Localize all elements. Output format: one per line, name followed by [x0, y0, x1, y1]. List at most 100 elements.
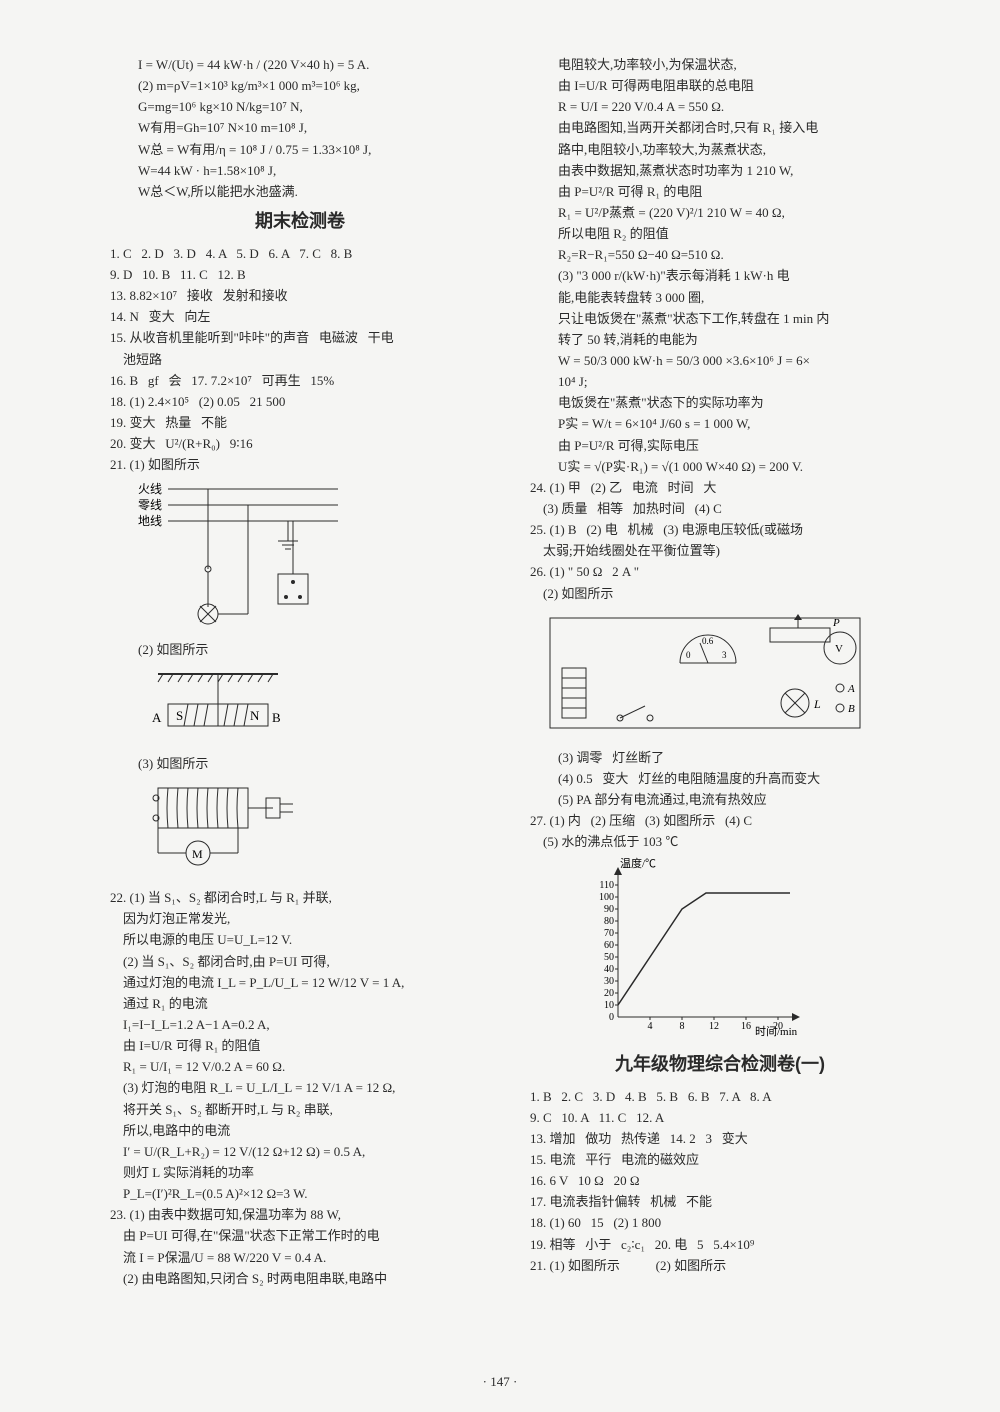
cont23-line: (3) "3 000 r/(kW·h)"表示每消耗 1 kW·h 电 [530, 266, 910, 286]
cont23-line: P实 = W/t = 6×10⁴ J/60 s = 1 000 W, [530, 414, 910, 434]
svg-text:时间/min: 时间/min [755, 1025, 798, 1037]
svg-text:100: 100 [599, 892, 614, 903]
answer2-line: 21. (1) 如图所示 (2) 如图所示 [530, 1256, 910, 1276]
section-heading: 期末检测卷 [110, 208, 490, 236]
q24-line: 24. (1) 甲 (2) 乙 电流 时间 大 [530, 478, 910, 498]
svg-text:V: V [835, 643, 843, 655]
answer-line: 9. D 10. B 11. C 12. B [110, 265, 490, 285]
q24-line: (3) 质量 相等 加热时间 (4) C [530, 499, 910, 519]
cont23-line: R = U/I = 220 V/0.4 A = 550 Ω. [530, 97, 910, 117]
calc-line: (2) m=ρV=1×10³ kg/m³×1 000 m³=10⁶ kg, [110, 76, 490, 96]
cont23-line: 只让电饭煲在"蒸煮"状态下工作,转盘在 1 min 内 [530, 309, 910, 329]
calc-line: W有用=Gh=10⁷ N×10 m=10⁸ J, [110, 118, 490, 138]
svg-text:0: 0 [609, 1012, 614, 1023]
cont23-line: R₂=R−R₁=550 Ω−40 Ω=510 Ω. [530, 245, 910, 265]
calc-line: I = W/(Ut) = 44 kW·h / (220 V×40 h) = 5 … [110, 55, 490, 75]
zero-line-label: 零线 [138, 498, 162, 512]
svg-text:A: A [152, 710, 162, 725]
answer-line: 21. (1) 如图所示 [110, 455, 490, 475]
svg-text:0.6: 0.6 [702, 636, 714, 646]
cont23-line: 路中,电阻较小,功率较大,为蒸煮状态, [530, 140, 910, 160]
answer-line: 1. C 2. D 3. D 4. A 5. D 6. A 7. C 8. B [110, 244, 490, 264]
q26-sub: (4) 0.5 变大 灯丝的电阻随温度的升高而变大 [530, 769, 910, 789]
answer2-line: 1. B 2. C 3. D 4. B 5. B 6. B 7. A 8. A [530, 1087, 910, 1107]
q22-line: I₁=I−I_L=1.2 A−1 A=0.2 A, [110, 1015, 490, 1035]
cont23-line: 能,电能表转盘转 3 000 圈, [530, 288, 910, 308]
fire-line-label: 火线 [138, 482, 162, 496]
figure-circuit: 00.63 V P L A B [540, 608, 910, 744]
svg-text:N: N [250, 708, 260, 723]
earth-line-label: 地线 [138, 514, 162, 528]
q25-line: 太弱;开始线圈处在平衡位置等) [530, 541, 910, 561]
cont23-line: 由 P=U²/R 可得 R₁ 的电阻 [530, 182, 910, 202]
q26-line: (2) 如图所示 [530, 584, 910, 604]
answer-line: 19. 变大 热量 不能 [110, 413, 490, 433]
q22-line: 则灯 L 实际消耗的功率 [110, 1163, 490, 1183]
q26-line: 26. (1) " 50 Ω 2 A " [530, 562, 910, 582]
circuit-svg: 00.63 V P L A B [540, 608, 870, 738]
q26-sub: (3) 调零 灯丝断了 [530, 748, 910, 768]
figure-wiring: 火线 零线 地线 [138, 479, 490, 635]
figure-motor: M [138, 778, 490, 884]
temperature-chart: 温度/℃ 0 10 20 30 40 50 60 70 80 [580, 857, 910, 1043]
svg-text:90: 90 [604, 904, 614, 915]
answer-line: 池短路 [110, 350, 490, 370]
q22-line: 所以,电路中的电流 [110, 1121, 490, 1141]
svg-text:80: 80 [604, 916, 614, 927]
q26-sub: (5) PA 部分有电流通过,电流有热效应 [530, 790, 910, 810]
section-heading-2: 九年级物理综合检测卷(一) [530, 1051, 910, 1079]
cont23-line: 电阻较大,功率较小,为保温状态, [530, 55, 910, 75]
sub-label: (2) 如图所示 [110, 640, 490, 660]
svg-text:110: 110 [599, 880, 614, 891]
answer2-line: 17. 电流表指针偏转 机械 不能 [530, 1192, 910, 1212]
answer-line: 15. 从收音机里能听到"咔咔"的声音 电磁波 干电 [110, 328, 490, 348]
q22-line: (2) 由电路图知,只闭合 S₂ 时两电阻串联,电路中 [110, 1269, 490, 1289]
answer2-line: 9. C 10. A 11. C 12. A [530, 1108, 910, 1128]
q22-line: 23. (1) 由表中数据可知,保温功率为 88 W, [110, 1205, 490, 1225]
calc-line: W总＜W,所以能把水池盛满. [110, 182, 490, 202]
q22-line: 22. (1) 当 S₁、S₂ 都闭合时,L 与 R₁ 并联, [110, 888, 490, 908]
svg-text:P: P [832, 617, 840, 629]
cont23-line: 10⁴ J; [530, 372, 910, 392]
cont23-line: 电饭煲在"蒸煮"状态下的实际功率为 [530, 393, 910, 413]
q22-line: 将开关 S₁、S₂ 都断开时,L 与 R₂ 串联, [110, 1100, 490, 1120]
svg-text:40: 40 [604, 964, 614, 975]
svg-text:60: 60 [604, 940, 614, 951]
cont23-line: 转了 50 转,消耗的电能为 [530, 330, 910, 350]
magnet-svg: A S N B [138, 664, 308, 744]
answer-line: 13. 8.82×10⁷ 接收 发射和接收 [110, 286, 490, 306]
q25-line: 25. (1) B (2) 电 机械 (3) 电源电压较低(或磁场 [530, 520, 910, 540]
answer2-line: 19. 相等 小于 c₂∶c₁ 20. 电 5 5.4×10⁹ [530, 1235, 910, 1255]
svg-text:4: 4 [648, 1021, 653, 1032]
sub-label: (3) 如图所示 [110, 754, 490, 774]
q22-line: (3) 灯泡的电阻 R_L = U_L/I_L = 12 V/1 A = 12 … [110, 1078, 490, 1098]
q22-line: R₁ = U/I₁ = 12 V/0.2 A = 60 Ω. [110, 1057, 490, 1077]
q22-line: 通过灯泡的电流 I_L = P_L/U_L = 12 W/12 V = 1 A, [110, 973, 490, 993]
cont23-line: W = 50/3 000 kW·h = 50/3 000 ×3.6×10⁶ J … [530, 351, 910, 371]
svg-text:0: 0 [686, 650, 691, 660]
cont23-line: 由表中数据知,蒸煮状态时功率为 1 210 W, [530, 161, 910, 181]
q22-line: 所以电源的电压 U=U_L=12 V. [110, 930, 490, 950]
q27-line: (5) 水的沸点低于 103 ℃ [530, 832, 910, 852]
calc-line: W总 = W有用/η = 10⁸ J / 0.75 = 1.33×10⁸ J, [110, 140, 490, 160]
answer-line: 20. 变大 U²/(R+R₀) 9∶16 [110, 434, 490, 454]
answer-line: 18. (1) 2.4×10⁵ (2) 0.05 21 500 [110, 392, 490, 412]
svg-text:B: B [848, 703, 855, 715]
svg-text:70: 70 [604, 928, 614, 939]
motor-svg: M [138, 778, 308, 878]
answer2-line: 15. 电流 平行 电流的磁效应 [530, 1150, 910, 1170]
q27-line: 27. (1) 内 (2) 压缩 (3) 如图所示 (4) C [530, 811, 910, 831]
svg-text:20: 20 [604, 988, 614, 999]
svg-text:温度/℃: 温度/℃ [620, 857, 656, 870]
answer2-line: 16. 6 V 10 Ω 20 Ω [530, 1171, 910, 1191]
answer2-line: 18. (1) 60 15 (2) 1 800 [530, 1213, 910, 1233]
answer-line: 16. B gf 会 17. 7.2×10⁷ 可再生 15% [110, 371, 490, 391]
right-column: 电阻较大,功率较小,为保温状态, 由 I=U/R 可得两电阻串联的总电阻 R =… [530, 55, 910, 1290]
cont23-line: U实 = √(P实·R₁) = √(1 000 W×40 Ω) = 200 V. [530, 457, 910, 477]
q22-line: (2) 当 S₁、S₂ 都闭合时,由 P=UI 可得, [110, 952, 490, 972]
q22-line: P_L=(I′)²R_L=(0.5 A)²×12 Ω=3 W. [110, 1184, 490, 1204]
svg-text:8: 8 [680, 1021, 685, 1032]
svg-text:A: A [847, 683, 855, 695]
svg-text:L: L [813, 697, 821, 711]
cont23-line: 由 P=U²/R 可得,实际电压 [530, 436, 910, 456]
